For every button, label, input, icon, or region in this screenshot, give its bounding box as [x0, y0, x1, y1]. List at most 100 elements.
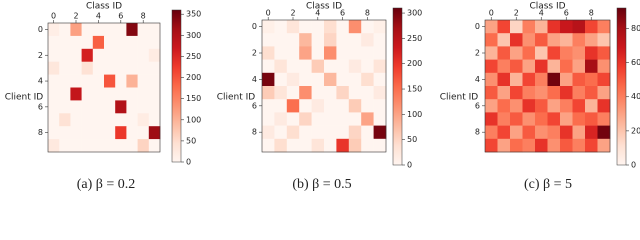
colorbar-tick-label: 100 — [186, 115, 201, 124]
heatmap-cell — [547, 46, 561, 60]
heatmap-cell — [572, 59, 586, 74]
heatmap-cell — [572, 138, 586, 153]
heatmap-cell — [104, 35, 116, 50]
heatmap-cell — [137, 23, 150, 37]
heatmap-cell — [137, 35, 150, 50]
heatmap-cell — [59, 35, 71, 50]
heatmap-cell — [70, 113, 82, 127]
heatmap-cell — [560, 99, 573, 113]
heatmap-cell — [137, 100, 150, 114]
y-tick-label: 8 — [38, 128, 43, 137]
colorbar-tick-label: 60 — [631, 58, 640, 67]
heatmap-cell — [126, 23, 138, 37]
heatmap-cell — [585, 33, 598, 47]
heatmap-cell — [572, 125, 586, 140]
heatmap-cell — [522, 125, 536, 140]
heatmap-cell — [522, 72, 536, 87]
heatmap-cell — [547, 138, 561, 153]
heatmap-cell — [92, 74, 105, 88]
heatmap-cell — [572, 20, 586, 34]
heatmap-cell — [81, 48, 94, 62]
x-tick-label: 2 — [514, 9, 519, 18]
heatmap-cell — [522, 46, 536, 60]
heatmap-cell — [585, 46, 598, 60]
heatmap-cell — [535, 99, 548, 113]
heatmap-cell — [48, 113, 60, 127]
heatmap-cell — [324, 86, 337, 100]
heatmap-cell — [336, 72, 350, 87]
heatmap-cell — [547, 112, 561, 126]
heatmap-cell — [585, 72, 598, 87]
heatmap-cell — [510, 112, 523, 126]
heatmap-cell — [59, 113, 71, 127]
heatmap-cell — [286, 46, 300, 60]
heatmap-cell — [522, 112, 536, 126]
heatmap-cell — [485, 33, 498, 47]
heatmap-cell — [522, 138, 536, 153]
heatmap-cell — [286, 99, 300, 113]
heatmap-cell — [572, 33, 586, 47]
heatmap-cell — [59, 100, 71, 114]
heatmap-cell — [585, 138, 598, 153]
heatmap-cell — [535, 138, 548, 153]
heatmap-cell — [560, 125, 573, 140]
heatmap-cell — [348, 125, 362, 140]
heatmap-cell — [59, 87, 71, 101]
x-tick-label: 6 — [564, 9, 569, 18]
heatmap-cell — [286, 20, 300, 34]
heatmap-cell — [70, 139, 82, 153]
caption: (b) β = 0.5 — [292, 177, 351, 192]
heatmap-cell — [547, 59, 561, 74]
heatmap-cell — [274, 59, 288, 74]
heatmap-cell — [535, 112, 548, 126]
x-tick-label: 4 — [315, 9, 320, 18]
heatmap-cell — [104, 23, 116, 37]
heatmap-cell — [361, 46, 374, 60]
heatmap-cell — [299, 86, 312, 100]
heatmap-cell — [274, 125, 288, 140]
colorbar-tick-label: 300 — [407, 9, 422, 18]
heatmap-cell — [148, 126, 161, 140]
heatmap-cell — [299, 112, 312, 126]
heatmap-cell — [560, 138, 573, 153]
x-axis-label: Class ID — [529, 2, 565, 12]
heatmap-cell — [373, 33, 387, 47]
heatmap-cell — [148, 113, 161, 127]
heatmap-cell — [510, 72, 523, 87]
heatmap-cell — [126, 74, 138, 88]
colorbar-tick-label: 150 — [186, 94, 201, 103]
heatmap-cell — [126, 139, 138, 153]
plot-frame — [261, 19, 387, 153]
heatmap-cell — [92, 113, 105, 127]
heatmap-cell — [560, 112, 573, 126]
heatmap-cell — [572, 86, 586, 100]
heatmap-cell — [148, 48, 161, 62]
heatmap-cell — [547, 33, 561, 47]
heatmap-cell — [373, 59, 387, 74]
heatmap-cell — [597, 125, 611, 140]
heatmap-cell — [311, 59, 325, 74]
heatmap-cell — [485, 20, 498, 34]
heatmap-cell — [510, 33, 523, 47]
heatmap-cell — [361, 72, 374, 87]
heatmap-cell — [497, 86, 511, 100]
heatmap-cell — [48, 74, 60, 88]
heatmap-cell — [81, 23, 94, 37]
y-tick-label: 0 — [475, 22, 480, 31]
colorbar-tick-label: 0 — [407, 161, 412, 170]
heatmap-cell — [299, 20, 312, 34]
x-tick-label: 2 — [290, 9, 295, 18]
heatmap-cell — [336, 59, 350, 74]
heatmap-cell — [497, 72, 511, 87]
x-tick-label: 0 — [51, 12, 56, 21]
heatmap-cell — [585, 20, 598, 34]
heatmap-cell — [497, 59, 511, 74]
heatmap-cell — [299, 99, 312, 113]
heatmap-cell — [348, 59, 362, 74]
heatmap-cell — [522, 33, 536, 47]
heatmap-cell — [510, 46, 523, 60]
y-axis-label: Client ID — [217, 93, 256, 103]
heatmap-cell — [585, 112, 598, 126]
heatmap-cell — [81, 100, 94, 114]
heatmap-cell — [92, 23, 105, 37]
